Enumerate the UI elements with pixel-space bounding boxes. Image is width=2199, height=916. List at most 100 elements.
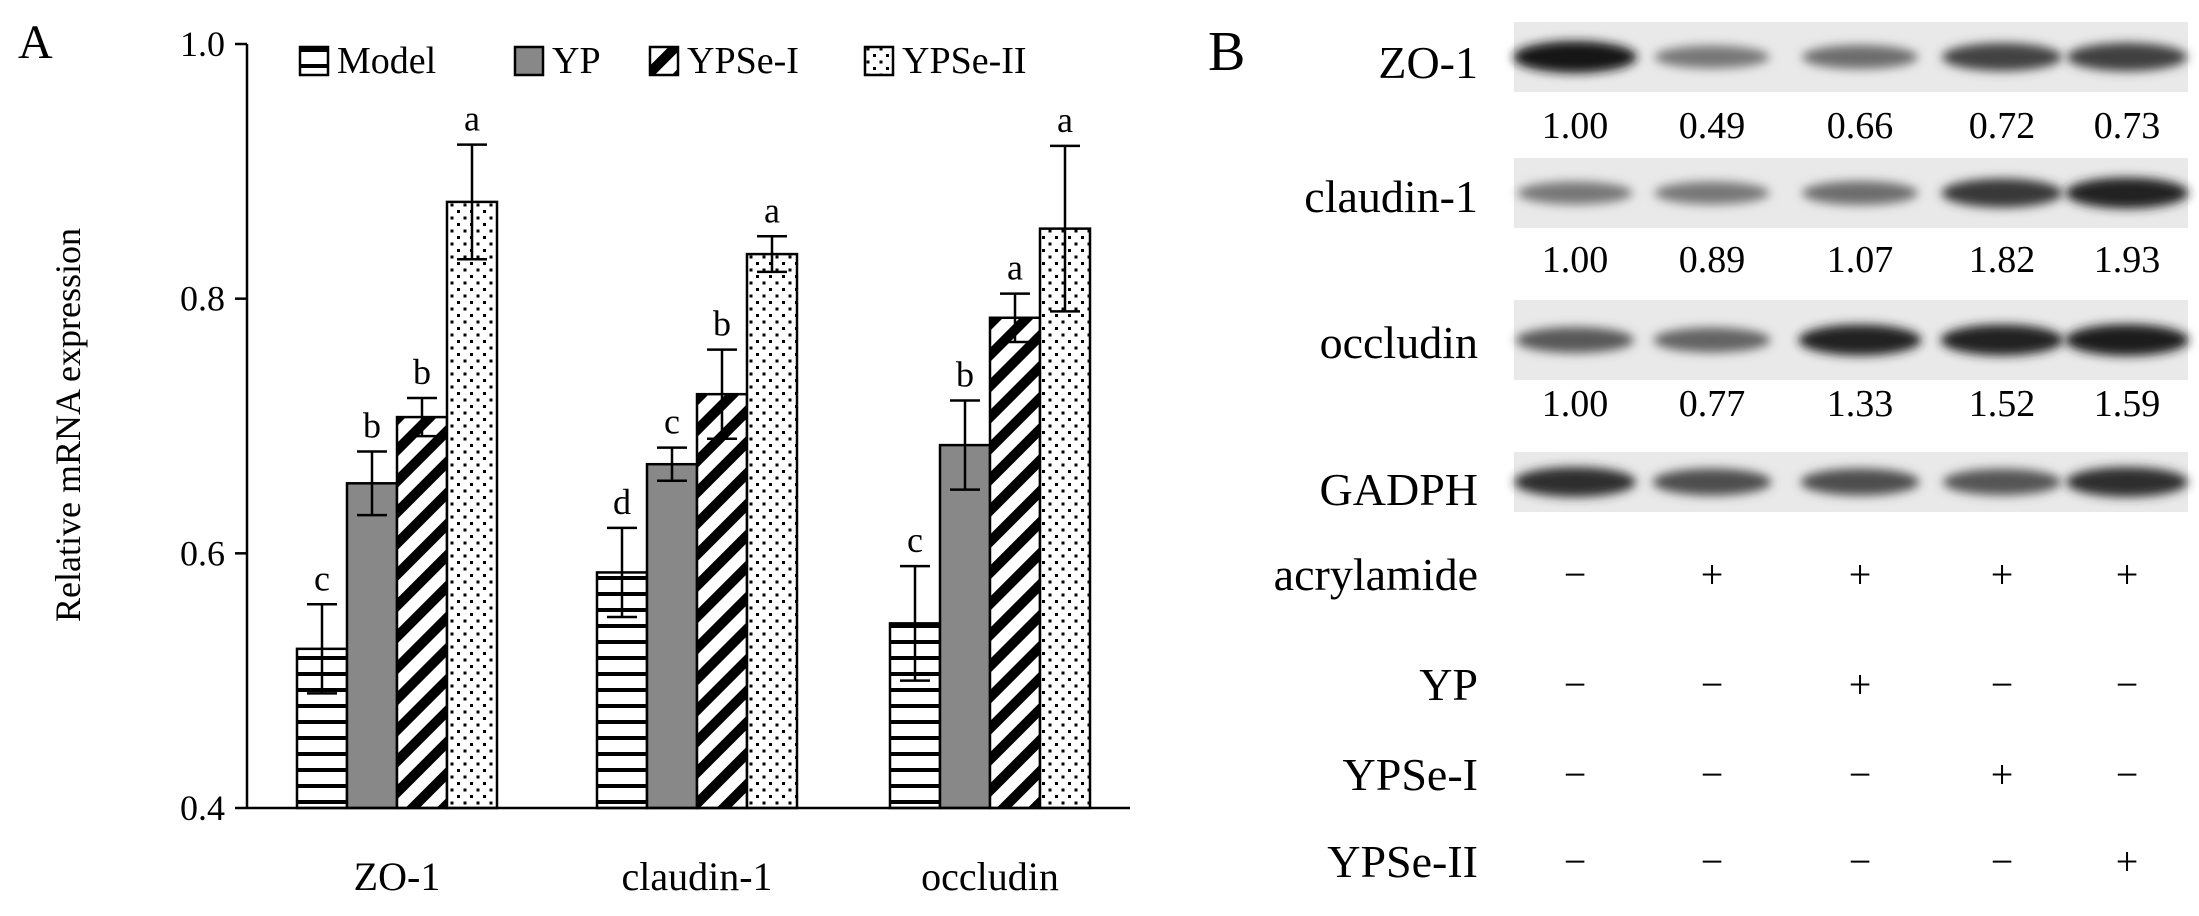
blot-density-value: 0.89 xyxy=(1679,239,1746,281)
treatment-sign: − xyxy=(1849,839,1872,884)
bar-ypse-ii-0 xyxy=(445,200,499,810)
significance-letter: a xyxy=(1057,100,1073,140)
significance-letter: c xyxy=(664,402,680,442)
treatment-sign: + xyxy=(1991,552,2014,597)
blot-density-value: 0.49 xyxy=(1679,105,1746,147)
blot-protein-label: claudin-1 xyxy=(1304,171,1478,222)
blot-density-value: 1.00 xyxy=(1542,105,1609,147)
x-tick-label: ZO-1 xyxy=(354,854,441,899)
bar-ypse-ii-2 xyxy=(1038,227,1092,810)
blot-density-value: 1.82 xyxy=(1969,239,2036,281)
x-axis-labels: ZO-1 claudin-1 occludin xyxy=(354,854,1059,899)
blot-band xyxy=(1942,468,2062,496)
blot-density-value: 0.66 xyxy=(1827,105,1894,147)
treatment-sign: + xyxy=(1991,752,2014,797)
treatment-sign: − xyxy=(1991,839,2014,884)
legend: Model YP YPSe-I YPSe-II xyxy=(298,40,1027,82)
treatment-sign: + xyxy=(1849,662,1872,707)
significance-letter: d xyxy=(613,482,631,522)
significance-letter: b xyxy=(363,405,381,445)
blot-band xyxy=(1513,41,1637,73)
bar-ypse-i-2 xyxy=(988,316,1042,810)
blot-density-value: 0.73 xyxy=(2094,105,2161,147)
y-axis-label: Relative mRNA expression xyxy=(48,228,88,622)
blot-density-value: 1.07 xyxy=(1827,239,1894,281)
blot-band xyxy=(1652,468,1772,496)
treatment-sign: − xyxy=(1564,752,1587,797)
blot-band xyxy=(1800,468,1920,496)
bar-yp-2 xyxy=(938,443,992,810)
blot-band xyxy=(1516,327,1634,353)
significance-letter: c xyxy=(314,558,330,598)
y-tick-label: 0.4 xyxy=(180,788,225,828)
y-axis-ticks: 0.4 0.6 0.8 1.0 xyxy=(180,24,247,828)
blot-density-value: 0.77 xyxy=(1679,383,1746,425)
treatment-sign: − xyxy=(2116,662,2139,707)
blot-band xyxy=(1653,327,1771,353)
blot-density-value: 1.33 xyxy=(1827,383,1894,425)
blot-protein-label: occludin xyxy=(1320,317,1478,368)
y-tick-label: 1.0 xyxy=(180,24,225,64)
legend-swatch-ypse-ii xyxy=(863,45,895,77)
blot-band xyxy=(1514,467,1636,497)
x-tick-label: claudin-1 xyxy=(621,854,772,899)
blot-density-value: 1.52 xyxy=(1969,383,2036,425)
blot-band xyxy=(1941,178,2063,208)
y-tick-label: 0.8 xyxy=(180,279,225,319)
treatment-label: YPSe-II xyxy=(1327,836,1478,887)
blot-density-value: 0.72 xyxy=(1969,105,2036,147)
blot-band xyxy=(2066,467,2188,497)
legend-label: YP xyxy=(552,40,601,82)
blot-protein-label: ZO-1 xyxy=(1378,37,1478,88)
treatment-sign: + xyxy=(1701,552,1724,597)
blot-band xyxy=(2065,177,2189,209)
treatment-sign: + xyxy=(2116,552,2139,597)
blot-band xyxy=(1942,43,2062,71)
legend-swatch-yp xyxy=(513,45,545,77)
bar-ypse-i-1 xyxy=(695,392,749,810)
legend-label: Model xyxy=(337,40,436,82)
blot-band xyxy=(1798,324,1922,356)
blot-band xyxy=(1654,45,1770,69)
treatment-sign: − xyxy=(1564,552,1587,597)
bar-yp-0 xyxy=(345,482,399,810)
significance-letter: b xyxy=(956,355,974,395)
significance-letter: b xyxy=(713,304,731,344)
treatment-sign: − xyxy=(2116,752,2139,797)
significance-letter: a xyxy=(764,190,780,230)
blot-band xyxy=(1517,181,1633,205)
legend-label: YPSe-II xyxy=(902,40,1027,82)
panel-a-label: A xyxy=(18,16,53,69)
bar-ypse-i-0 xyxy=(395,415,449,810)
treatment-sign: − xyxy=(1849,752,1872,797)
blot-density-value: 1.93 xyxy=(2094,239,2161,281)
blot-protein-label: GADPH xyxy=(1320,464,1478,515)
treatment-sign: − xyxy=(1701,839,1724,884)
treatment-sign: − xyxy=(1701,752,1724,797)
blot-density-value: 1.00 xyxy=(1542,383,1609,425)
y-tick-label: 0.6 xyxy=(180,533,225,573)
panel-b-label: B xyxy=(1208,21,1245,83)
blot-density-value: 1.00 xyxy=(1542,239,1609,281)
bar-yp-1 xyxy=(645,462,699,810)
treatment-sign: − xyxy=(1991,662,2014,707)
significance-letter: b xyxy=(413,352,431,392)
blot-band xyxy=(2065,324,2189,356)
significance-letter: a xyxy=(464,99,480,139)
bar-ypse-ii-1 xyxy=(745,252,799,810)
bar-chart: Relative mRNA expression 0.4 0.6 0.8 1.0 c b… xyxy=(48,24,1130,899)
blot-density-value: 1.59 xyxy=(2094,383,2161,425)
significance-letter: a xyxy=(1007,248,1023,288)
western-blot-panel: ZO-1 1.00 0.49 0.66 0.72 0.73 claudin-1 1.00 0.8… xyxy=(1274,22,2189,887)
x-tick-label: occludin xyxy=(921,854,1059,899)
treatment-label: YP xyxy=(1419,659,1478,710)
legend-label: YPSe-I xyxy=(687,40,799,82)
treatment-label: YPSe-I xyxy=(1343,749,1478,800)
treatment-sign: − xyxy=(1564,662,1587,707)
legend-swatch-model xyxy=(298,45,330,77)
treatment-sign: + xyxy=(1849,552,1872,597)
significance-letter: c xyxy=(907,520,923,560)
